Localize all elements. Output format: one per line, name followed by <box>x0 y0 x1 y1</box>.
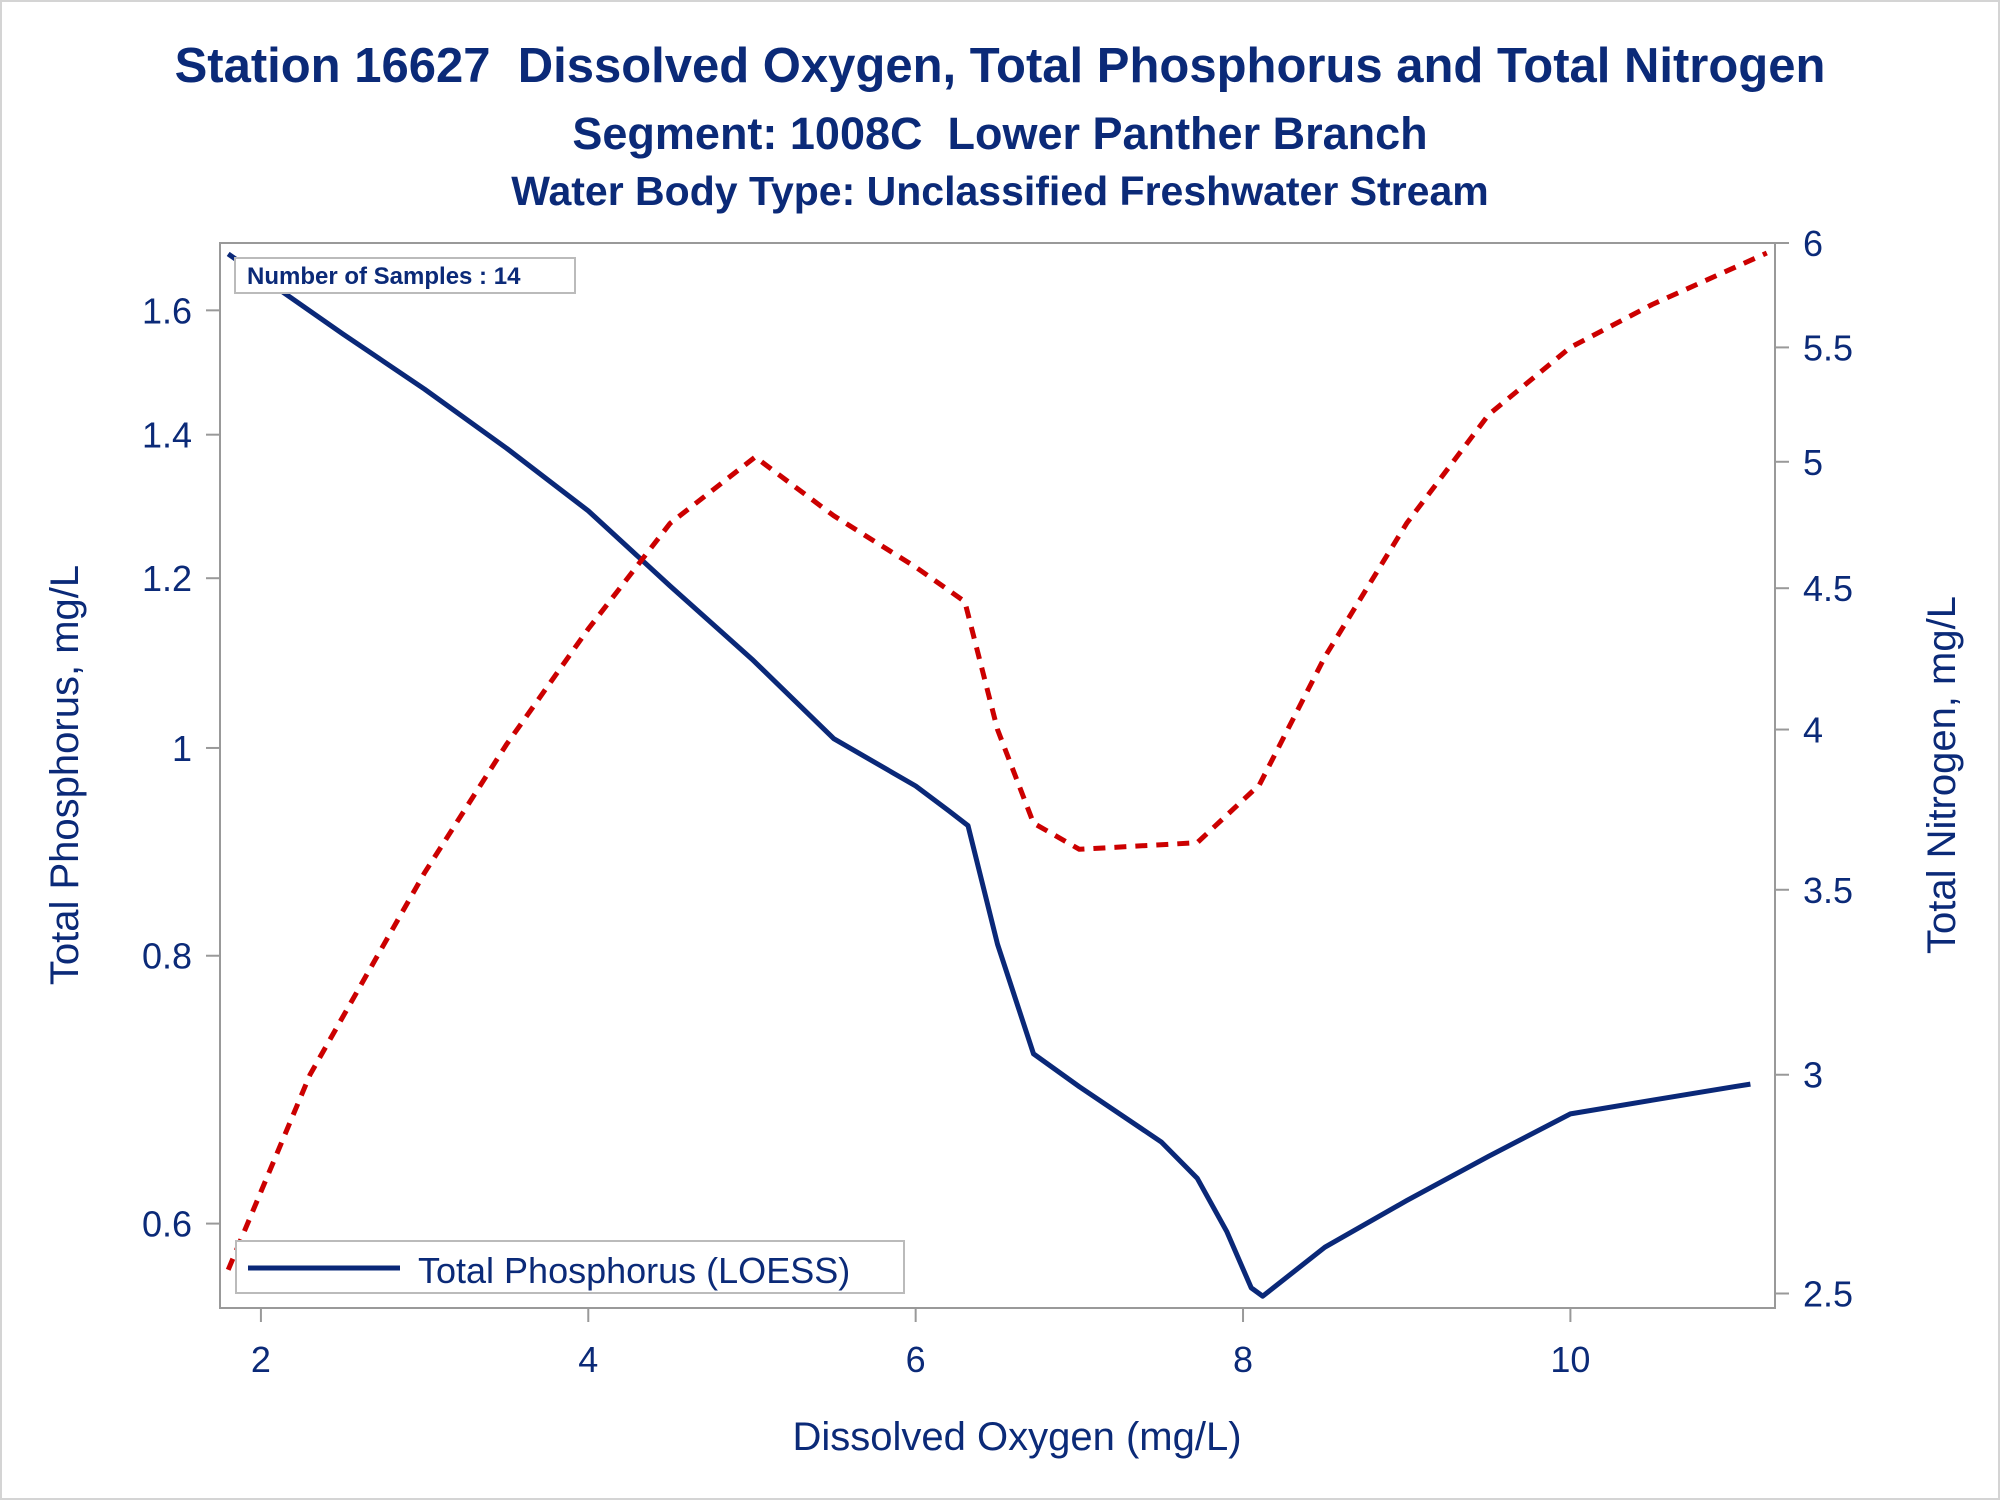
x-tick-label: 10 <box>1550 1339 1590 1380</box>
y-axis-label-right: Total Nitrogen, mg/L <box>1920 596 1964 954</box>
x-tick-label: 4 <box>578 1339 598 1380</box>
chart-subtitle-waterbody: Water Body Type: Unclassified Freshwater… <box>511 168 1489 214</box>
y-axis-label-left: Total Phosphorus, mg/L <box>43 565 87 985</box>
series-line-phosphorus <box>226 251 1751 1299</box>
chart-subtitle-segment: Segment: 1008C Lower Panther Branch <box>572 108 1428 159</box>
chart-title: Station 16627 Dissolved Oxygen, Total Ph… <box>174 39 1826 93</box>
y-tick-label-right: 5.5 <box>1803 327 1853 368</box>
y-tick-label-left: 1.6 <box>142 290 192 331</box>
y-tick-label-left: 0.8 <box>142 936 192 977</box>
series-line-nitrogen <box>225 250 1768 1271</box>
x-axis-label: Dissolved Oxygen (mg/L) <box>792 1415 1241 1459</box>
legend-label-phosphorus: Total Phosphorus (LOESS) <box>418 1250 850 1291</box>
y-tick-label-left: 1.4 <box>142 415 192 456</box>
plot-area-frame <box>219 242 1776 1309</box>
y-tick-label-right: 3.5 <box>1803 870 1853 911</box>
y-tick-label-left: 1 <box>172 728 192 769</box>
x-tick-label: 8 <box>1233 1339 1253 1380</box>
y-tick-label-right: 4.5 <box>1803 568 1853 609</box>
sample-count-text: Number of Samples : 14 <box>247 263 521 290</box>
legend: Total Phosphorus (LOESS) <box>235 1240 905 1294</box>
y-tick-label-right: 5 <box>1803 442 1823 483</box>
y-tick-label-right: 6 <box>1803 223 1823 264</box>
y-tick-label-right: 2.5 <box>1803 1274 1853 1315</box>
y-tick-label-right: 4 <box>1803 710 1823 751</box>
y-tick-label-left: 1.2 <box>142 558 192 599</box>
sample-count-box: Number of Samples : 14 <box>234 257 576 294</box>
x-tick-label: 2 <box>251 1339 271 1380</box>
y-tick-label-left: 0.6 <box>142 1204 192 1245</box>
y-tick-label-right: 3 <box>1803 1055 1823 1096</box>
x-tick-label: 6 <box>906 1339 926 1380</box>
